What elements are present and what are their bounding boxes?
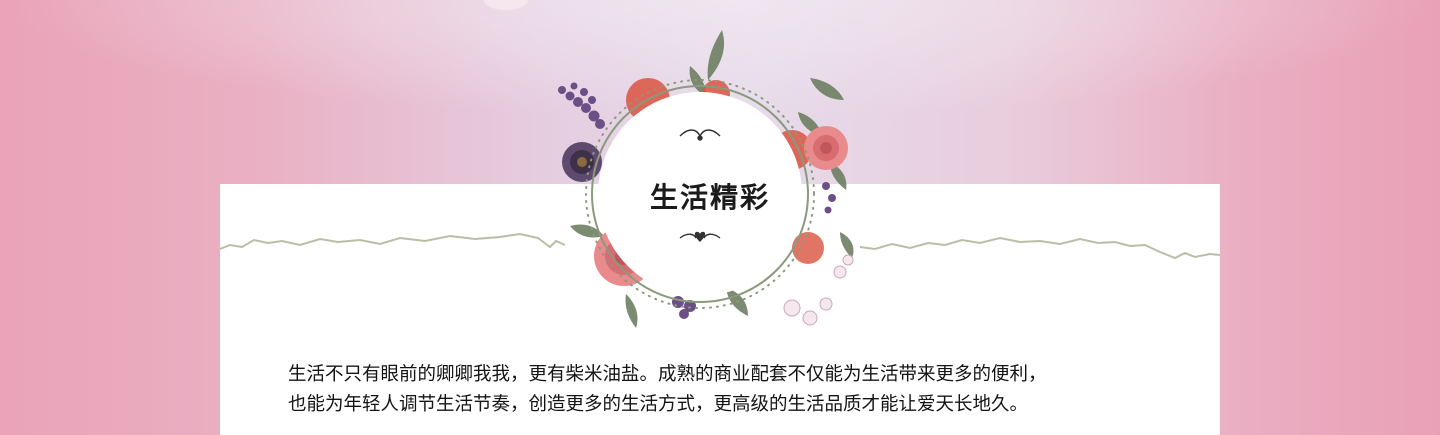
ornament-swirl-icon: [679, 129, 721, 141]
heart-ornament-icon: [679, 231, 721, 242]
page-title: 生活精彩: [649, 181, 770, 214]
torn-paper-divider: [220, 232, 1220, 260]
body-line-1: 生活不只有眼前的卿卿我我，更有柴米油盐。成熟的商业配套不仅能为生活带来更多的便利…: [288, 364, 1047, 385]
floral-wreath-icon: [558, 30, 854, 328]
body-line-2: 也能为年轻人调节生活节奏，创造更多的生活方式，更高级的生活品质才能让爱天长地久。: [288, 394, 1029, 415]
petal-decoration: [484, 0, 528, 10]
body-paragraph: 生活不只有眼前的卿卿我我，更有柴米油盐。成熟的商业配套不仅能为生活带来更多的便利…: [288, 360, 1188, 420]
